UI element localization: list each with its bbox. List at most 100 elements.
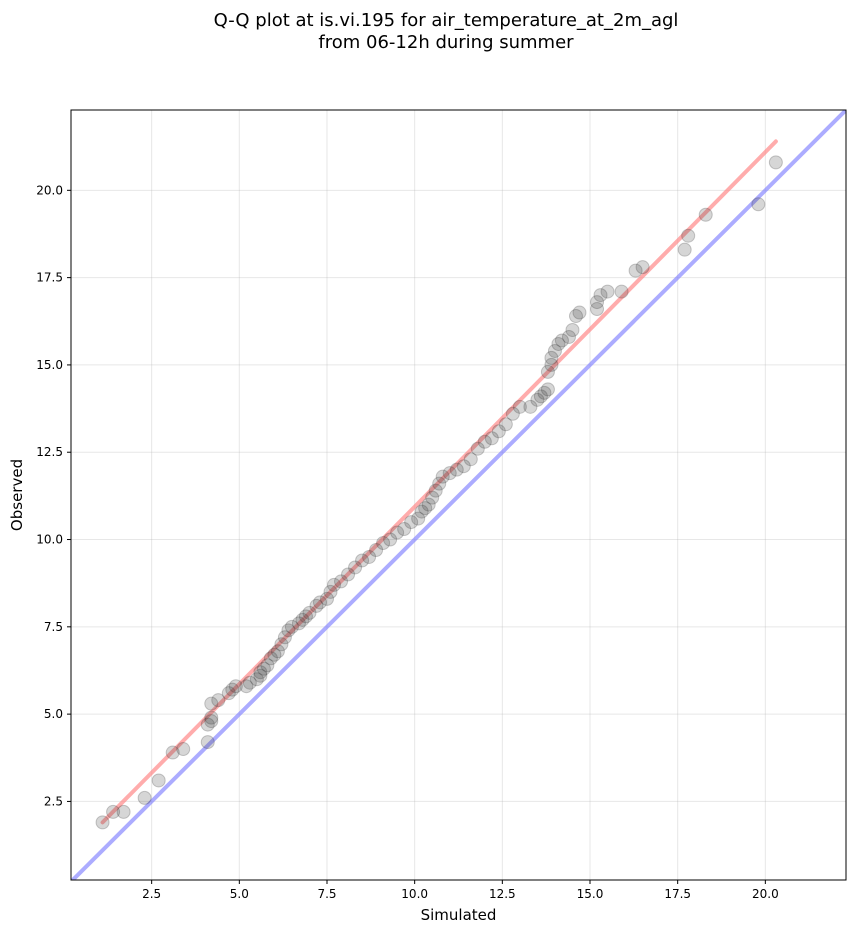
qq-point [228, 679, 243, 694]
reference-lines [71, 110, 846, 880]
qq-point [477, 434, 492, 449]
qq-points [95, 155, 783, 830]
qq-point [628, 263, 643, 278]
qq-point [383, 532, 398, 547]
qq-point [456, 459, 471, 474]
x-tick-label: 12.5 [489, 887, 516, 901]
qq-point [176, 742, 191, 757]
qq-point [348, 560, 363, 575]
qq-point [281, 623, 296, 638]
qq-point [256, 661, 271, 676]
qq-point [312, 595, 327, 610]
y-tick-label: 5.0 [44, 707, 63, 721]
y-axis-ticks: 2.5 5.0 7.5 10.0 12.5 15.0 17.5 20.0 [36, 183, 71, 808]
qq-point [544, 357, 559, 372]
qq-point [200, 735, 215, 750]
qq-point [323, 584, 338, 599]
qq-point [404, 515, 419, 530]
qq-point [200, 717, 215, 732]
qq-point [561, 329, 576, 344]
qq-point [681, 228, 696, 243]
qq-point [572, 305, 587, 320]
qq-point [116, 804, 131, 819]
qq-point [751, 197, 766, 212]
qq-point [204, 710, 219, 725]
y-tick-label: 20.0 [36, 183, 63, 197]
x-axis-ticks: 2.5 5.0 7.5 10.0 12.5 15.0 17.5 20.0 [142, 880, 779, 901]
qq-point [376, 536, 391, 551]
qq-point [221, 686, 236, 701]
qq-point [369, 543, 384, 557]
qq-point [225, 682, 240, 697]
qq-point [590, 295, 605, 310]
qq-point [253, 665, 268, 680]
qq-point [421, 497, 436, 512]
qq-point [544, 350, 559, 365]
qq-point [463, 452, 478, 467]
y-tick-label: 15.0 [36, 358, 63, 372]
qq-point [334, 574, 349, 589]
qq-point [768, 155, 783, 170]
qq-point [498, 417, 513, 432]
qq-point [568, 309, 583, 324]
identity-line [71, 110, 846, 880]
qq-point [600, 284, 615, 299]
qq-point [435, 469, 450, 484]
y-tick-label: 10.0 [36, 533, 63, 547]
qq-point [295, 612, 310, 627]
qq-point [291, 616, 306, 631]
qq-point [491, 424, 506, 439]
qq-point [530, 392, 545, 407]
qq-point [523, 399, 538, 414]
qq-point [390, 525, 405, 540]
qq-point [327, 577, 342, 592]
x-tick-label: 10.0 [401, 887, 428, 901]
qq-point [533, 389, 548, 404]
qq-point [593, 288, 608, 303]
qq-point [239, 679, 254, 694]
qq-point [551, 336, 566, 351]
qq-point [698, 207, 713, 222]
x-tick-label: 17.5 [664, 887, 691, 901]
x-tick-label: 5.0 [230, 887, 249, 901]
qq-point [263, 651, 278, 666]
y-tick-label: 17.5 [36, 271, 63, 285]
qq-point [249, 672, 264, 687]
qq-point [95, 815, 110, 830]
qq-point [284, 619, 299, 634]
qq-point [540, 382, 555, 397]
y-tick-label: 7.5 [44, 620, 63, 634]
qq-point [484, 431, 499, 446]
qq-point [260, 658, 275, 673]
qq-point [512, 399, 527, 414]
qq-point [309, 598, 324, 613]
qq-point [137, 790, 152, 805]
fit-line [100, 139, 778, 825]
qq-point [425, 490, 440, 505]
y-tick-label: 12.5 [36, 445, 63, 459]
chart-title-line-2: from 06-12h during summer [318, 32, 574, 53]
qq-point [614, 284, 629, 299]
qq-point [449, 462, 464, 477]
chart-title-line-1: Q-Q plot at is.vi.195 for air_temperatur… [214, 10, 679, 31]
qq-point [432, 476, 447, 491]
qq-point [274, 637, 289, 652]
x-tick-label: 15.0 [577, 887, 604, 901]
qq-point [411, 511, 426, 526]
qq-point [267, 647, 282, 662]
x-tick-label: 2.5 [142, 887, 161, 901]
qq-point [319, 591, 334, 606]
y-tick-label: 2.5 [44, 794, 63, 808]
qq-point [151, 773, 166, 788]
plot-frame [70, 109, 847, 881]
qq-point [505, 406, 520, 421]
x-tick-label: 20.0 [752, 887, 779, 901]
qq-point [677, 242, 692, 257]
qq-point [277, 630, 292, 645]
qq-point [204, 696, 219, 711]
qq-point [547, 343, 562, 358]
qq-point [442, 466, 457, 481]
x-axis-label: Simulated [421, 906, 497, 924]
qq-point [253, 668, 268, 683]
